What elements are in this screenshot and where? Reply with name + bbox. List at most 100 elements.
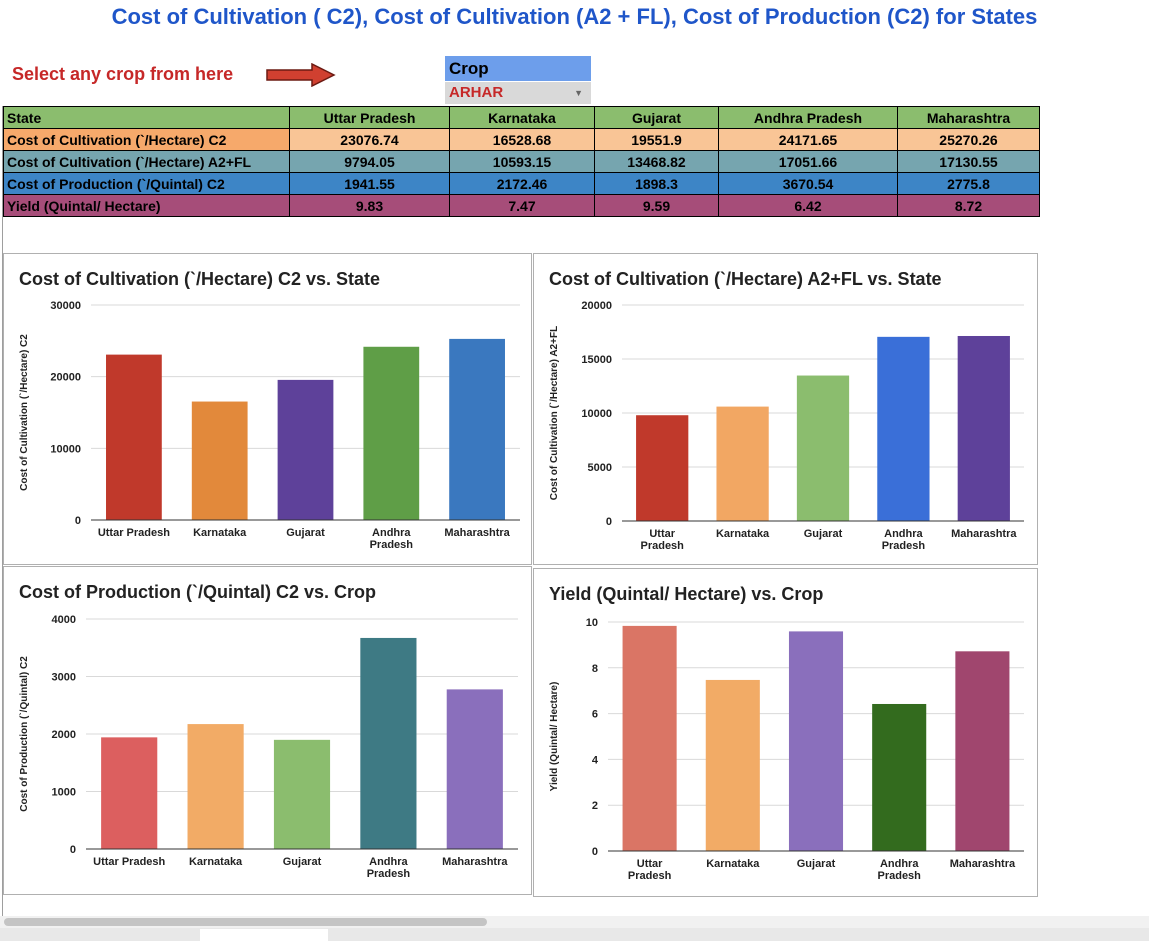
table-cell[interactable]: 6.42 <box>718 194 898 217</box>
table-cell[interactable]: 17051.66 <box>718 150 898 173</box>
table-header-cell[interactable]: Gujarat <box>594 106 719 129</box>
chart-title: Cost of Cultivation (`/Hectare) C2 vs. S… <box>19 269 380 289</box>
chart-cost-production-c2[interactable]: Cost of Production (`/Quintal) C2 vs. Cr… <box>3 566 532 895</box>
table-header-cell[interactable]: Andhra Pradesh <box>718 106 898 129</box>
table-row-label[interactable]: Cost of Cultivation (`/Hectare) C2 <box>3 128 290 151</box>
table-cell[interactable]: 1898.3 <box>594 172 719 195</box>
x-tick-label: Maharashtra <box>442 856 508 868</box>
y-axis-label: Cost of Production (`/Quintal) C2 <box>19 656 30 812</box>
table-cell[interactable]: 8.72 <box>897 194 1040 217</box>
right-arrow-icon <box>266 63 336 87</box>
y-tick-label: 0 <box>75 515 81 527</box>
horizontal-scrollbar-thumb[interactable] <box>4 918 487 926</box>
table-cell[interactable]: 25270.26 <box>897 128 1040 151</box>
table-header-cell[interactable]: State <box>3 106 290 129</box>
bar[interactable] <box>363 346 420 520</box>
x-tick-label: Uttar Pradesh <box>640 528 684 552</box>
chart-svg: Cost of Production (`/Quintal) C2 vs. Cr… <box>19 582 518 880</box>
bar[interactable] <box>191 401 248 520</box>
table-row-label[interactable]: Yield (Quintal/ Hectare) <box>3 194 290 217</box>
x-tick-label: Maharashtra <box>444 527 510 539</box>
x-tick-label: Gujarat <box>286 527 325 539</box>
table-cell[interactable]: 23076.74 <box>289 128 450 151</box>
table-row-label[interactable]: Cost of Production (`/Quintal) C2 <box>3 172 290 195</box>
chart-cost-cultivation-a2fl[interactable]: Cost of Cultivation (`/Hectare) A2+FL vs… <box>533 253 1038 565</box>
chart-title: Cost of Cultivation (`/Hectare) A2+FL vs… <box>549 269 942 289</box>
table-row: Cost of Production (`/Quintal) C2 1941.5… <box>3 172 1040 195</box>
x-tick-label: Uttar Pradesh <box>628 858 672 882</box>
y-tick-label: 10 <box>586 617 598 629</box>
table-cell[interactable]: 19551.9 <box>594 128 719 151</box>
table-row: Cost of Cultivation (`/Hectare) A2+FL 97… <box>3 150 1040 173</box>
y-tick-label: 10000 <box>581 408 612 420</box>
table-cell[interactable]: 2775.8 <box>897 172 1040 195</box>
x-tick-label: Gujarat <box>283 856 322 868</box>
bar[interactable] <box>872 703 927 851</box>
y-tick-label: 1000 <box>52 787 76 799</box>
chart-title: Yield (Quintal/ Hectare) vs. Crop <box>549 584 823 604</box>
y-axis-label: Cost of Cultivation (`/Hectare) A2+FL <box>549 326 560 500</box>
chart-yield[interactable]: Yield (Quintal/ Hectare) vs. Crop Yield (… <box>533 568 1038 897</box>
x-tick-label: Karnataka <box>189 856 243 868</box>
y-tick-label: 3000 <box>52 672 76 684</box>
y-tick-label: 8 <box>592 663 598 675</box>
table-header-cell[interactable]: Uttar Pradesh <box>289 106 450 129</box>
bar[interactable] <box>277 379 334 520</box>
bar[interactable] <box>101 737 158 849</box>
x-tick-label: Uttar Pradesh <box>98 527 170 539</box>
table-row: Yield (Quintal/ Hectare) 9.83 7.47 9.59 … <box>3 194 1040 217</box>
page-title: Cost of Cultivation ( C2), Cost of Culti… <box>111 4 1038 29</box>
bar[interactable] <box>446 689 503 849</box>
bar[interactable] <box>360 637 417 849</box>
x-tick-label: Gujarat <box>804 528 843 540</box>
table-header-cell[interactable]: Maharashtra <box>897 106 1040 129</box>
chart-cost-cultivation-c2[interactable]: Cost of Cultivation (`/Hectare) C2 vs. S… <box>3 253 532 565</box>
x-tick-label: Maharashtra <box>951 528 1017 540</box>
bar[interactable] <box>622 625 677 851</box>
bar[interactable] <box>788 631 844 851</box>
dropdown-caret-icon[interactable]: ▼ <box>574 88 583 98</box>
chart-svg: Yield (Quintal/ Hectare) vs. Crop Yield (… <box>549 584 1024 882</box>
y-axis-label: Cost of Cultivation (`/Hectare) C2 <box>19 334 30 491</box>
y-tick-label: 5000 <box>588 462 612 474</box>
y-tick-label: 20000 <box>50 372 81 384</box>
chart-title: Cost of Production (`/Quintal) C2 vs. Cr… <box>19 582 376 602</box>
y-tick-label: 4 <box>592 754 599 766</box>
bar[interactable] <box>636 415 689 521</box>
table-header-cell[interactable]: Karnataka <box>449 106 595 129</box>
table-cell[interactable]: 9794.05 <box>289 150 450 173</box>
table-cell[interactable]: 13468.82 <box>594 150 719 173</box>
y-tick-label: 2 <box>592 800 598 812</box>
table-cell[interactable]: 2172.46 <box>449 172 595 195</box>
bar[interactable] <box>716 406 769 521</box>
y-tick-label: 4000 <box>52 614 76 626</box>
table-cell[interactable]: 17130.55 <box>897 150 1040 173</box>
table-cell[interactable]: 24171.65 <box>718 128 898 151</box>
table-cell[interactable]: 7.47 <box>449 194 595 217</box>
x-tick-label: Uttar Pradesh <box>93 856 165 868</box>
bar[interactable] <box>705 679 760 851</box>
table-cell[interactable]: 1941.55 <box>289 172 450 195</box>
table-cell[interactable]: 9.83 <box>289 194 450 217</box>
y-tick-label: 30000 <box>50 300 81 312</box>
sheet-tab[interactable] <box>200 929 328 941</box>
bar[interactable] <box>187 724 244 849</box>
x-tick-label: Andhra Pradesh <box>367 856 411 880</box>
bar[interactable] <box>796 375 850 521</box>
crop-dropdown[interactable]: ARHAR ▼ <box>445 82 591 104</box>
sheet-tab-bar <box>0 928 1149 941</box>
table-cell[interactable]: 10593.15 <box>449 150 595 173</box>
bar[interactable] <box>877 336 930 521</box>
table-cell[interactable]: 16528.68 <box>449 128 595 151</box>
x-tick-label: Maharashtra <box>950 858 1016 870</box>
bar[interactable] <box>106 354 162 520</box>
table-cell[interactable]: 3670.54 <box>718 172 898 195</box>
table-cell[interactable]: 9.59 <box>594 194 719 217</box>
chart-svg: Cost of Cultivation (`/Hectare) A2+FL vs… <box>549 269 1024 552</box>
crop-header: Crop <box>445 56 591 81</box>
table-row-label[interactable]: Cost of Cultivation (`/Hectare) A2+FL <box>3 150 290 173</box>
bar[interactable] <box>957 335 1010 521</box>
bar[interactable] <box>273 739 331 849</box>
bar[interactable] <box>955 651 1010 851</box>
bar[interactable] <box>449 338 505 520</box>
